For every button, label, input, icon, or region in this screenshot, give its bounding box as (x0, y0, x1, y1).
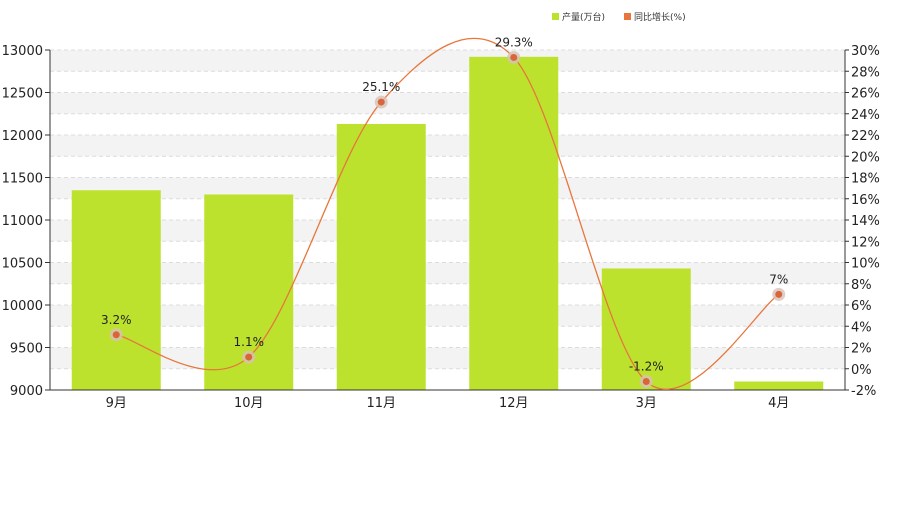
left-tick-label: 10500 (2, 257, 43, 272)
legend: 产量(万台) 同比增长(%) (552, 11, 686, 23)
x-axis-ticks: 9月 10月 11月 12月 3月 4月 (106, 396, 790, 411)
background-band (50, 177, 845, 199)
left-tick-label: 12500 (2, 87, 43, 102)
data-labels: 3.2% 1.1% 25.1% 29.3% -1.2% 7% (101, 35, 788, 373)
background-band (50, 347, 845, 369)
background-band (50, 135, 845, 157)
right-tick-label: 30% (851, 44, 880, 59)
data-label: 1.1% (234, 335, 265, 349)
x-tick-label: 12月 (499, 396, 529, 411)
legend-swatch-growth (624, 13, 631, 20)
data-label: 7% (769, 272, 788, 286)
x-tick-label: 4月 (768, 396, 789, 411)
background-band (50, 305, 845, 327)
line-point (775, 290, 783, 298)
legend-label-production: 产量(万台) (562, 11, 605, 23)
data-label: -1.2% (629, 360, 664, 374)
bar (336, 123, 426, 390)
x-tick-label: 9月 (106, 396, 127, 411)
right-tick-label: 2% (851, 342, 872, 357)
right-tick-label: 28% (851, 65, 880, 80)
right-tick-label: 18% (851, 172, 880, 187)
bar (469, 56, 559, 391)
right-tick-label: 14% (851, 214, 880, 229)
background-band (50, 220, 845, 242)
data-label: 25.1% (362, 80, 400, 94)
right-tick-label: 16% (851, 193, 880, 208)
line-point (377, 98, 385, 106)
right-tick-label: 6% (851, 299, 872, 314)
left-tick-label: 9500 (10, 342, 43, 357)
background-band (50, 262, 845, 284)
data-label: 29.3% (495, 35, 533, 49)
x-tick-label: 11月 (366, 396, 396, 411)
legend-swatch-production (552, 13, 559, 20)
plot-background-bands (50, 50, 845, 369)
left-tick-label: 11000 (2, 214, 43, 229)
left-tick-label: 13000 (2, 44, 43, 59)
right-tick-label: 0% (851, 363, 872, 378)
left-tick-label: 12000 (2, 129, 43, 144)
legend-label-growth: 同比增长(%) (634, 11, 686, 23)
right-tick-label: 24% (851, 108, 880, 123)
x-tick-label: 10月 (234, 396, 264, 411)
left-axis-ticks: 9000 9500 10000 10500 11000 11500 12000 12500 13… (2, 44, 50, 399)
right-tick-label: 26% (851, 87, 880, 102)
right-tick-label: 10% (851, 257, 880, 272)
left-tick-label: 10000 (2, 299, 43, 314)
line-point (510, 53, 518, 61)
line-point (245, 353, 253, 361)
right-axis-ticks: -2% 0% 2% 4% 6% 8% 10% 12% 14% 16% 18% 20% 22% 24% 26%… (845, 44, 880, 399)
line-point (112, 331, 120, 339)
background-band (50, 92, 845, 114)
left-tick-label: 11500 (2, 172, 43, 187)
data-label: 3.2% (101, 313, 132, 327)
x-tick-label: 3月 (636, 396, 657, 411)
left-tick-label: 9000 (10, 384, 43, 399)
right-tick-label: 4% (851, 320, 872, 335)
right-tick-label: 20% (851, 150, 880, 165)
right-tick-label: 22% (851, 129, 880, 144)
background-band (50, 50, 845, 72)
line-point (642, 378, 650, 385)
right-tick-label: 8% (851, 278, 872, 293)
right-tick-label: 12% (851, 235, 880, 250)
right-tick-label: -2% (851, 384, 876, 399)
bar (71, 190, 161, 390)
line-points (109, 50, 786, 388)
bar (734, 381, 824, 390)
